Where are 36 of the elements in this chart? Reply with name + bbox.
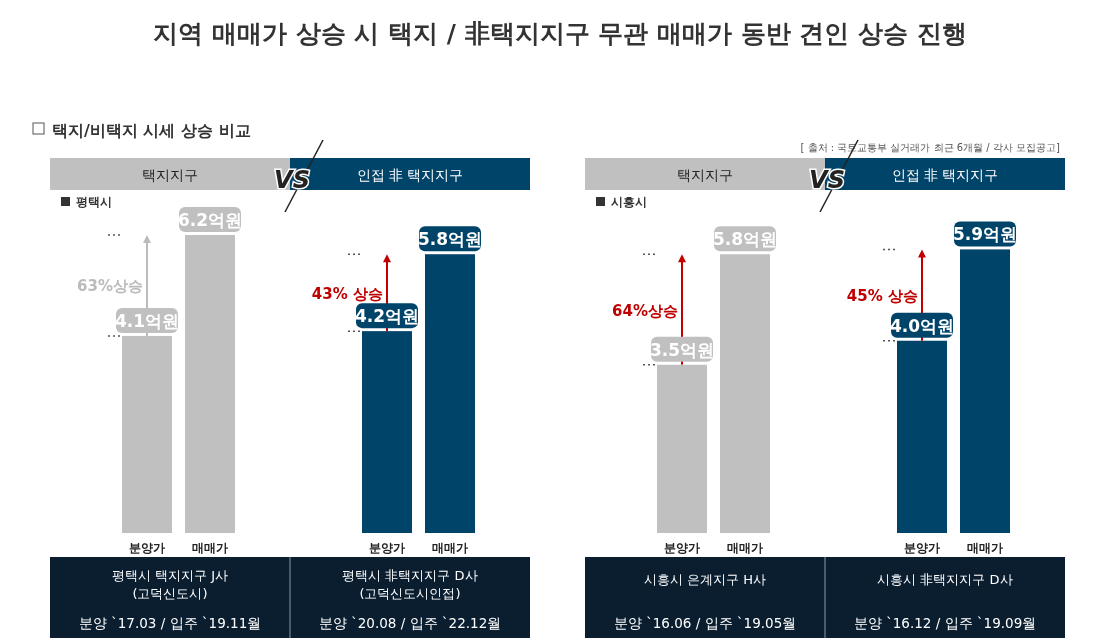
- annotation: 64%상승: [612, 301, 678, 320]
- annotation: 43% 상승: [311, 284, 383, 303]
- x-tick-label: 매매가: [192, 541, 228, 555]
- text: 분양 `17.03 / 입주 `19.11월: [78, 615, 262, 631]
- text: 평택시 非택지지구 D사 (고덕신도시인접): [342, 568, 478, 601]
- x-tick-label: 분양가: [904, 541, 940, 555]
- x-tick-label: 매매가: [432, 541, 468, 555]
- text: 시흥시 은계지구 H사: [643, 572, 767, 587]
- x-tick-label: 매매가: [967, 541, 1003, 555]
- chart-title: 택지지구: [142, 167, 198, 183]
- data-label: 5.9억원: [952, 224, 1018, 245]
- data-label: 5.8억원: [712, 229, 778, 250]
- annotation: 63%상승: [77, 277, 143, 296]
- x-tick-label: 분양가: [369, 541, 405, 555]
- x-tick-label: 분양가: [129, 541, 165, 555]
- text: 평택시 택지지구 J사 (고덕신도시): [111, 568, 229, 601]
- data-label: 3.5억원: [649, 339, 715, 360]
- data-label: 6.2억원: [177, 210, 243, 230]
- x-tick-label: 매매가: [727, 541, 763, 555]
- data-label: 4.2억원: [354, 306, 420, 327]
- chart-title: 택지지구: [677, 167, 733, 183]
- data-label: 4.0억원: [889, 315, 955, 336]
- text: 택지/비택지 시세 상승 비교: [52, 121, 251, 140]
- chart-title: 인접 非 택지지구: [356, 167, 464, 183]
- chart-subtitle: 평택시: [76, 195, 112, 209]
- text: 분양 `16.12 / 입주 `19.09월: [853, 615, 1037, 631]
- text: 시흥시 非택지지구 D사: [877, 572, 1013, 587]
- text: 분양 `20.08 / 입주 `22.12월: [318, 615, 502, 631]
- chart-subtitle: 시흥시: [611, 195, 647, 209]
- x-tick-label: 분양가: [664, 541, 700, 555]
- data-label: 4.1억원: [114, 310, 180, 331]
- annotation: 45% 상승: [846, 287, 918, 306]
- text: 지역 매매가 상승 시 택지 / 非택지지구 무관 매매가 동반 견인 상승 진행: [153, 19, 967, 48]
- chart-title: 인접 非 택지지구: [891, 167, 999, 183]
- data-label: 5.8억원: [417, 229, 483, 250]
- text: 분양 `16.06 / 입주 `19.05월: [613, 615, 797, 631]
